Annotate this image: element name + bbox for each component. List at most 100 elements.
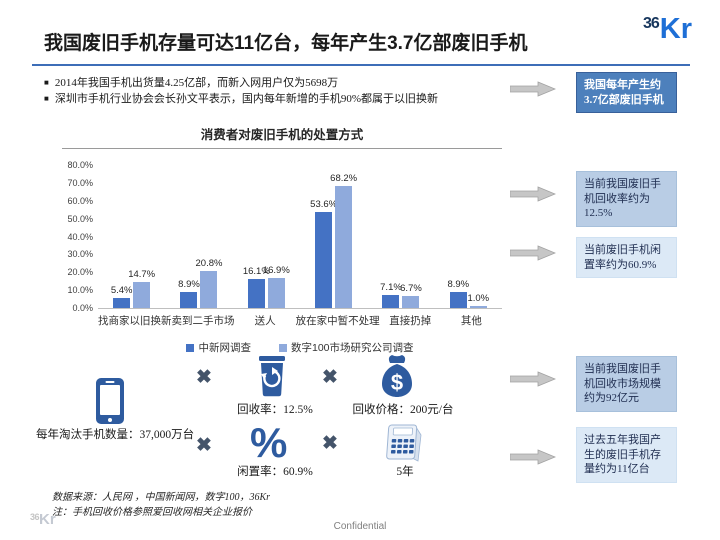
phones-discarded-label: 每年淘汰手机数量：37,000万台 [36,429,195,441]
smartphone-icon [96,378,124,424]
y-tick-label: 50.0% [67,213,93,224]
right-arrow-icon [510,186,556,202]
right-arrow-icon [510,371,556,387]
logo-kr-text: Kr [39,511,56,528]
chart-title: 消费者对废旧手机的处置方式 [62,124,502,149]
multiply-icon: ✖ [322,367,338,388]
bar-value-label: 20.8% [195,257,223,269]
percent-icon: % [250,419,288,466]
calculator-icon [386,424,422,462]
bar-group: 5.4% 14.7% [98,269,165,308]
bar: 8.9% [178,279,200,308]
bullet-item: ■ 深圳市手机行业协会会长孙文平表示，国内每年新增的手机90%都属于以旧换新 [44,91,514,107]
bullet-square-icon: ■ [44,94,49,103]
bar: 8.9% [447,279,469,308]
bar: 6.7% [400,283,422,308]
bar-chart: 消费者对废旧手机的处置方式 80.0% 70.0% 60.0% 50.0% 40.0% 3… [62,124,502,355]
x-category-label: 送人 [254,315,276,327]
bar-group: 7.1% 6.7% [367,282,434,308]
legend-swatch-icon [186,343,195,352]
bar-group: 8.9% 1.0% [435,279,502,308]
y-tick-label: 0.0% [72,303,93,313]
multiply-icon: ✖ [322,433,338,454]
bar: 20.8% [196,258,222,308]
x-category-label: 卖到二手市场 [171,315,235,327]
bullet-text: 深圳市手机行业协会会长孙文平表示，国内每年新增的手机90%都属于以旧换新 [54,93,439,105]
phone-home-button [108,418,112,422]
x-category-label: 直接扔掉 [389,315,432,327]
bar-value-label: 8.9% [178,279,200,291]
bullet-item: ■ 2014年我国手机出货量4.25亿部，而新入网用户仅为5698万 [44,75,514,91]
confidential-label: Confidential [333,521,387,532]
y-axis: 80.0% 70.0% 60.0% 50.0% 40.0% 30.0% 20.0% 10.0%… [62,160,98,313]
bar: 16.9% [263,265,290,308]
bar: 1.0% [467,293,489,308]
bar: 7.1% [380,282,402,308]
bar: 68.2% [330,173,357,308]
callout-recycle-rate: 当前我国废旧手机回收率约为12.5% [576,171,677,227]
logo-36-text: 36 [30,512,40,522]
bar-value-label: 7.1% [380,282,402,294]
legend-label: 数字100市场研究公司调查 [290,342,414,354]
y-tick-label: 80.0% [67,160,93,170]
multiply-icon: ✖ [196,435,212,456]
bar-value-label: 68.2% [330,173,358,185]
bar-value-label: 14.7% [128,268,156,280]
legend-item: 中新网调查 [186,340,251,355]
phone-screen [100,385,120,415]
chart-body: 80.0% 70.0% 60.0% 50.0% 40.0% 30.0% 20.0% 10.0%… [62,160,502,313]
recycle-bin-icon [259,356,285,397]
recycle-price-label: 回收价格：200元/台 [352,404,454,416]
bars-area: 5.4% 14.7% 8.9% 20.8% 16.1% 16.9% 53.6% 68.2% 7.… [98,165,502,308]
bar-value-label: 53.6% [310,199,338,211]
bar-group: 53.6% 68.2% [300,173,367,308]
36kr-logo: 36 Kr [643,15,692,44]
right-arrow-icon [510,245,556,261]
phone-speaker [105,381,115,383]
multiply-icon: ✖ [196,367,212,388]
callout-idle-rate: 当前废旧手机闲置率约为60.9% [576,237,677,278]
legend-swatch-icon [278,343,287,352]
legend-item: 数字100市场研究公司调查 [278,340,414,355]
idle-rate-label: 闲置率：60.9% [237,466,313,478]
bullet-text: 2014年我国手机出货量4.25亿部，而新入网用户仅为5698万 [54,77,339,89]
money-bag-icon: $ [382,355,412,397]
chart-legend: 中新网调查 数字100市场研究公司调查 [98,340,502,355]
y-tick-label: 10.0% [67,285,93,296]
36kr-footer-logo: 36 Kr [30,512,56,527]
callout-market-size: 当前我国废旧手机回收市场规模约为92亿元 [576,356,677,412]
recycle-rate-label: 回收率：12.5% [237,404,313,416]
data-source-note: 数据来源：人民网 ，中国新闻网，数字100，36Kr [52,492,271,503]
pricing-note: 注：手机回收价格参照爱回收网相关企业报价 [52,507,252,518]
y-tick-label: 70.0% [67,177,93,188]
key-facts: ■ 2014年我国手机出货量4.25亿部，而新入网用户仅为5698万 ■ 深圳市… [44,75,514,107]
bar-group: 16.1% 16.9% [233,265,300,308]
bar-value-label: 8.9% [447,279,470,291]
y-tick-label: 40.0% [67,231,93,242]
page-title: 我国废旧手机存量可达11亿台，每年产生3.7亿部废旧手机 [44,33,528,54]
bar-value-label: 5.4% [110,285,133,297]
x-axis-labels: 找商家以旧换新 卖到二手市场 送人 放在家中暂不处理 直接扔掉 其他 [98,313,502,328]
y-tick-label: 60.0% [67,195,93,206]
years-label: 5年 [396,466,414,478]
bar: 5.4% [111,285,132,308]
logo-36-text: 36 [642,15,660,32]
bar: 53.6% [310,199,337,308]
svg-text:$: $ [391,370,403,395]
bar-value-label: 1.0% [467,293,490,305]
bar-group: 8.9% 20.8% [165,258,232,308]
bar-value-label: 16.1% [242,266,270,278]
bullet-square-icon: ■ [44,78,49,87]
x-category-label: 其他 [460,315,482,327]
x-category-label: 放在家中暂不处理 [295,315,380,327]
header-divider [32,64,690,66]
right-arrow-icon [510,449,556,465]
callout-five-year-stock: 过去五年我国产生的废旧手机存量约为11亿台 [576,427,677,483]
right-arrow-icon [510,81,556,97]
bar: 14.7% [128,269,155,308]
y-tick-label: 30.0% [67,249,93,260]
logo-kr-text: Kr [659,13,692,45]
y-tick-label: 20.0% [67,267,93,278]
bar-value-label: 6.7% [400,283,422,295]
